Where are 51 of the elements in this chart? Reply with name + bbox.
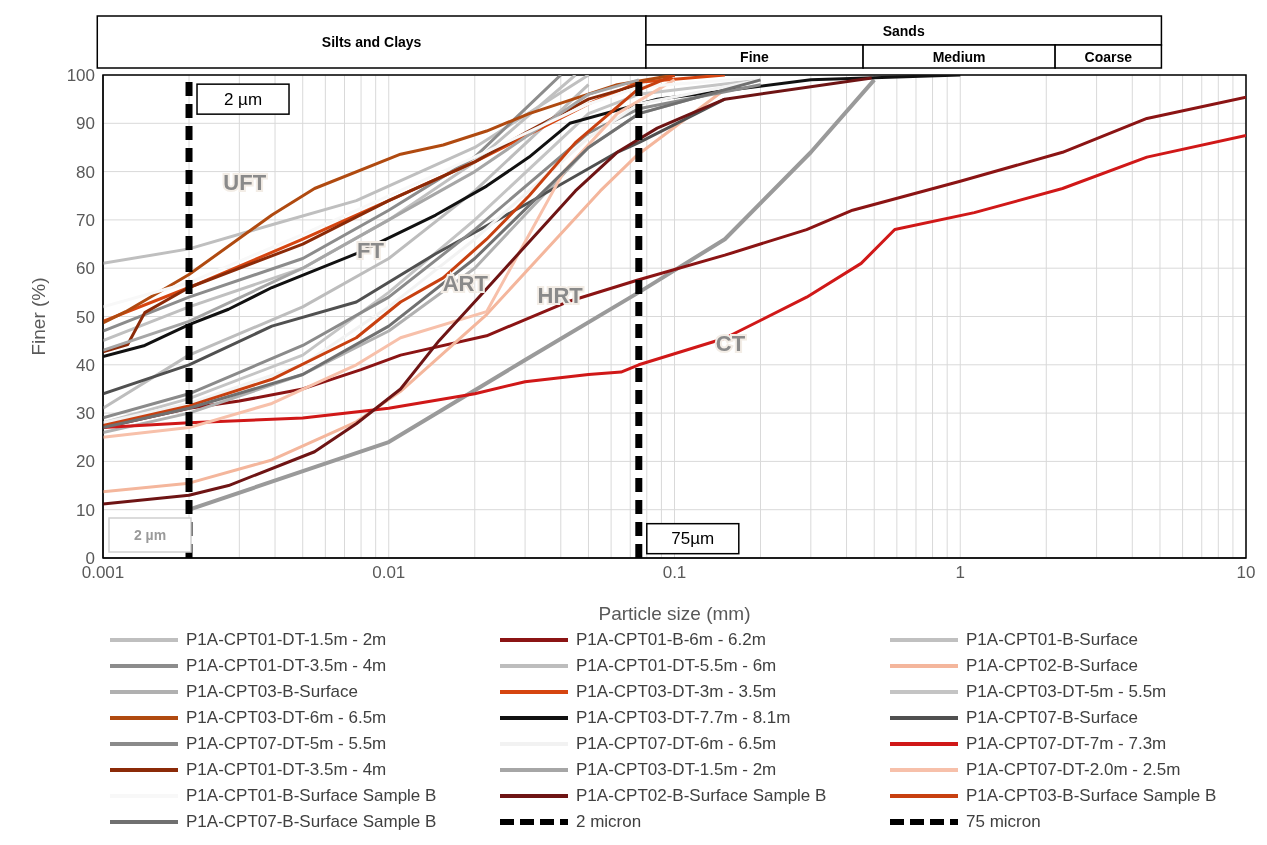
legend-label: P1A-CPT03-B-Surface Sample B bbox=[966, 786, 1217, 806]
legend-label: P1A-CPT03-DT-3m - 3.5m bbox=[576, 682, 777, 702]
legend-label: P1A-CPT01-DT-5.5m - 6m bbox=[576, 656, 777, 676]
legend-label: P1A-CPT07-DT-5m - 5.5m bbox=[186, 734, 387, 754]
y-tick-label: 90 bbox=[76, 114, 95, 134]
text: Medium bbox=[932, 48, 986, 65]
x-tick-label: 0.01 bbox=[372, 563, 406, 583]
legend-label: P1A-CPT01-DT-1.5m - 2m bbox=[186, 630, 387, 650]
legend-label: P1A-CPT01-B-6m - 6.2m bbox=[576, 630, 766, 650]
legend-label: P1A-CPT07-B-Surface bbox=[966, 708, 1138, 728]
y-tick-label: 60 bbox=[76, 259, 95, 279]
y-tick-label: 20 bbox=[76, 452, 95, 472]
y-tick-label: 100 bbox=[66, 66, 95, 86]
y-tick-label: 50 bbox=[76, 307, 95, 327]
annotation: 2 µm bbox=[223, 89, 263, 109]
y-tick-label: 40 bbox=[76, 355, 95, 375]
legend-label: P1A-CPT01-B-Surface Sample B bbox=[186, 786, 437, 806]
y-tick-label: 30 bbox=[76, 404, 95, 424]
x-tick-label: 1 bbox=[955, 563, 965, 583]
text: Coarse bbox=[1084, 48, 1133, 65]
legend-label: P1A-CPT02-B-Surface Sample B bbox=[576, 786, 827, 806]
text: Fine bbox=[740, 48, 770, 65]
legend-label: 75 micron bbox=[966, 812, 1041, 832]
legend-label: P1A-CPT07-B-Surface Sample B bbox=[186, 812, 437, 832]
annotation: 75µm bbox=[671, 529, 715, 549]
legend-label: P1A-CPT01-B-Surface bbox=[966, 630, 1138, 650]
x-axis-title: Particle size (mm) bbox=[598, 603, 751, 624]
legend-label: P1A-CPT03-DT-5m - 5.5m bbox=[966, 682, 1167, 702]
legend-label: P1A-CPT01-DT-3.5m - 4m bbox=[186, 656, 387, 676]
legend-label: P1A-CPT03-B-Surface bbox=[186, 682, 358, 702]
annotation: HRT bbox=[537, 282, 584, 308]
x-tick-label: 10 bbox=[1236, 563, 1256, 583]
legend-label: P1A-CPT07-DT-7m - 7.3m bbox=[966, 734, 1167, 754]
legend-label: P1A-CPT07-DT-6m - 6.5m bbox=[576, 734, 777, 754]
y-tick-label: 10 bbox=[76, 500, 95, 520]
legend-label: P1A-CPT02-B-Surface bbox=[966, 656, 1138, 676]
legend-label: P1A-CPT03-DT-7.7m - 8.1m bbox=[576, 708, 791, 728]
text: Sands bbox=[882, 22, 925, 39]
legend-label: P1A-CPT03-DT-1.5m - 2m bbox=[576, 760, 777, 780]
y-axis-title: Finer (%) bbox=[27, 277, 49, 356]
annotation: UFT bbox=[223, 169, 267, 195]
annotation: CT bbox=[715, 331, 746, 357]
legend-label: P1A-CPT03-DT-6m - 6.5m bbox=[186, 708, 387, 728]
legend-label: 2 micron bbox=[576, 812, 642, 832]
legend-label: P1A-CPT01-DT-3.5m - 4m bbox=[186, 760, 387, 780]
text: Silts and Clays bbox=[321, 34, 422, 50]
annotation: 2 µm bbox=[133, 527, 167, 543]
y-tick-label: 80 bbox=[76, 162, 95, 182]
y-tick-label: 70 bbox=[76, 210, 95, 230]
x-tick-label: 0.1 bbox=[662, 563, 687, 583]
legend-label: P1A-CPT07-DT-2.0m - 2.5m bbox=[966, 760, 1181, 780]
